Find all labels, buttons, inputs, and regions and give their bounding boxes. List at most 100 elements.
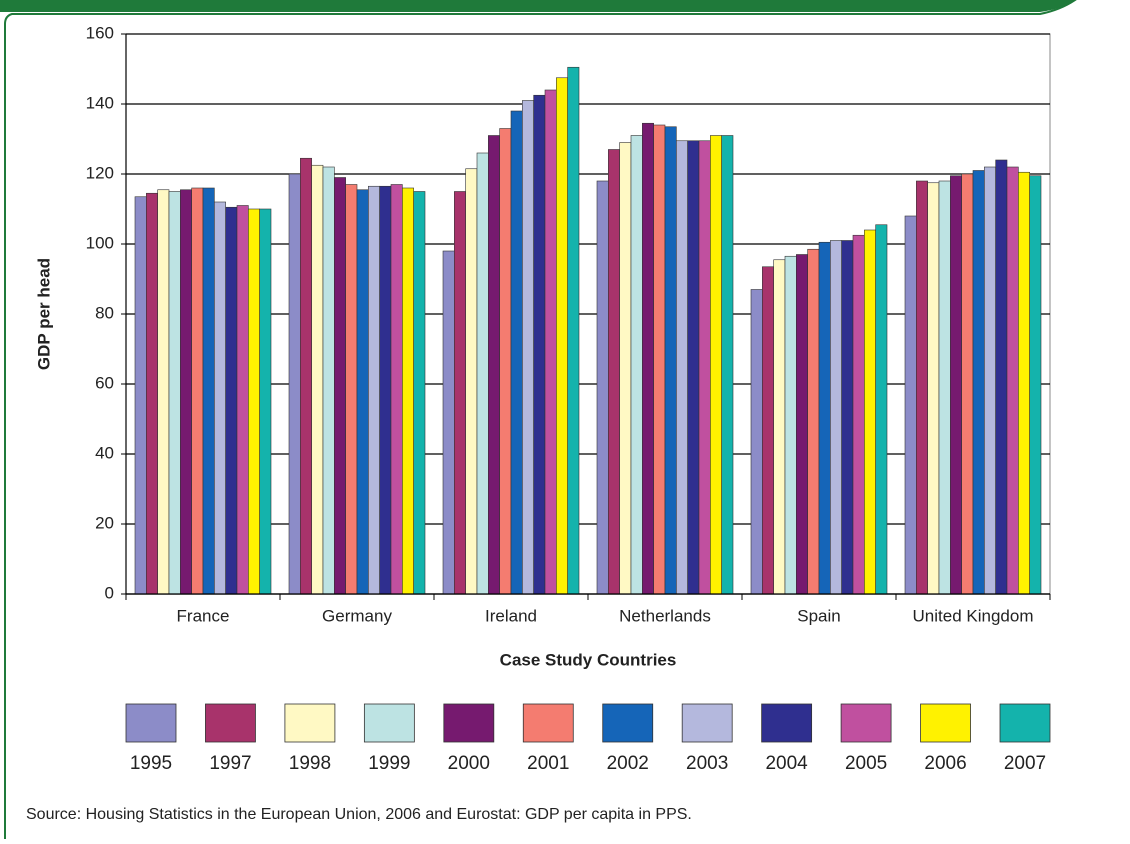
bar	[796, 254, 808, 595]
y-tick-label: 80	[95, 303, 114, 322]
legend-swatch	[840, 703, 892, 743]
bar	[248, 208, 260, 595]
bar	[191, 187, 204, 595]
bar	[642, 122, 654, 595]
bar	[687, 140, 700, 595]
bar	[567, 66, 580, 595]
bar	[1006, 166, 1019, 595]
legend-label: 2004	[765, 753, 808, 774]
bar	[157, 189, 170, 595]
bar	[875, 224, 888, 595]
bar	[762, 266, 774, 595]
x-tick-label: Germany	[322, 606, 392, 625]
legend-label: 1997	[209, 753, 251, 774]
bar	[236, 205, 249, 595]
bar	[1029, 175, 1042, 595]
bar	[334, 177, 346, 595]
bar	[311, 164, 324, 595]
legend-label: 2003	[686, 753, 728, 774]
legend-swatch	[602, 703, 654, 743]
bar	[300, 157, 312, 595]
legend-label: 2000	[448, 753, 490, 774]
bar	[180, 189, 192, 595]
bar	[476, 152, 489, 595]
y-tick-label: 20	[95, 513, 114, 532]
y-tick-label: 140	[86, 93, 114, 112]
bar	[619, 142, 632, 595]
y-tick-label: 100	[86, 233, 114, 252]
legend-label: 2007	[1004, 753, 1046, 774]
bar	[288, 173, 301, 595]
bar	[784, 255, 797, 595]
x-tick-label: France	[177, 606, 230, 625]
bar	[995, 159, 1008, 595]
bar	[950, 175, 962, 595]
legend-swatch	[920, 703, 971, 743]
bar	[168, 191, 181, 595]
y-tick-label: 60	[95, 373, 114, 392]
bar	[818, 241, 831, 595]
legend-swatch	[999, 703, 1051, 743]
legend-swatch	[125, 703, 177, 743]
y-tick-label: 0	[105, 583, 114, 602]
x-axis-label: Case Study Countries	[500, 650, 677, 669]
bar	[630, 135, 643, 595]
bar	[413, 191, 426, 595]
bar	[368, 185, 380, 595]
bar	[750, 289, 763, 595]
bar	[510, 110, 523, 595]
legend-label: 1998	[289, 753, 331, 774]
x-tick-label: United Kingdom	[913, 606, 1034, 625]
legend-label: 2005	[845, 753, 887, 774]
bar	[698, 140, 711, 595]
legend-label: 2006	[924, 753, 966, 774]
bar	[653, 124, 666, 595]
bar	[356, 189, 369, 595]
bar	[214, 201, 226, 595]
bar	[442, 250, 455, 595]
bar	[664, 126, 677, 595]
source-note: Source: Housing Statistics in the Europe…	[26, 806, 692, 823]
bar	[1018, 171, 1030, 595]
legend-label: 2002	[607, 753, 649, 774]
bar	[146, 192, 158, 595]
bar	[379, 185, 392, 595]
bar	[927, 182, 940, 595]
bar	[556, 77, 568, 595]
bar	[259, 208, 272, 595]
legend-swatch	[284, 703, 336, 743]
legend-swatch	[205, 703, 256, 743]
y-tick-label: 120	[86, 163, 114, 182]
bar	[916, 180, 928, 595]
bar	[721, 135, 734, 595]
bar	[544, 89, 557, 595]
bar	[202, 187, 215, 595]
bar	[134, 196, 147, 595]
bar	[522, 100, 534, 595]
bar	[972, 170, 985, 595]
bar	[807, 248, 820, 595]
bar	[225, 206, 238, 595]
legend-label: 2001	[527, 753, 569, 774]
legend-swatch	[761, 703, 813, 743]
x-tick-label: Netherlands	[619, 606, 711, 625]
legend-label: 1995	[130, 753, 172, 774]
y-axis-label: GDP per head	[34, 258, 53, 370]
bar	[345, 184, 358, 595]
header-band	[0, 0, 1075, 12]
bar	[904, 215, 917, 595]
bar	[488, 135, 500, 595]
bar	[322, 166, 335, 595]
legend-swatch	[363, 703, 415, 743]
bar	[454, 191, 466, 595]
legend-swatch	[443, 703, 495, 743]
bar	[864, 229, 876, 595]
legend-swatch	[522, 703, 574, 743]
bar	[710, 135, 722, 595]
bar	[841, 240, 854, 595]
bar	[499, 128, 512, 595]
bar	[984, 166, 996, 595]
y-tick-label: 40	[95, 443, 114, 462]
frame	[0, 0, 1077, 839]
